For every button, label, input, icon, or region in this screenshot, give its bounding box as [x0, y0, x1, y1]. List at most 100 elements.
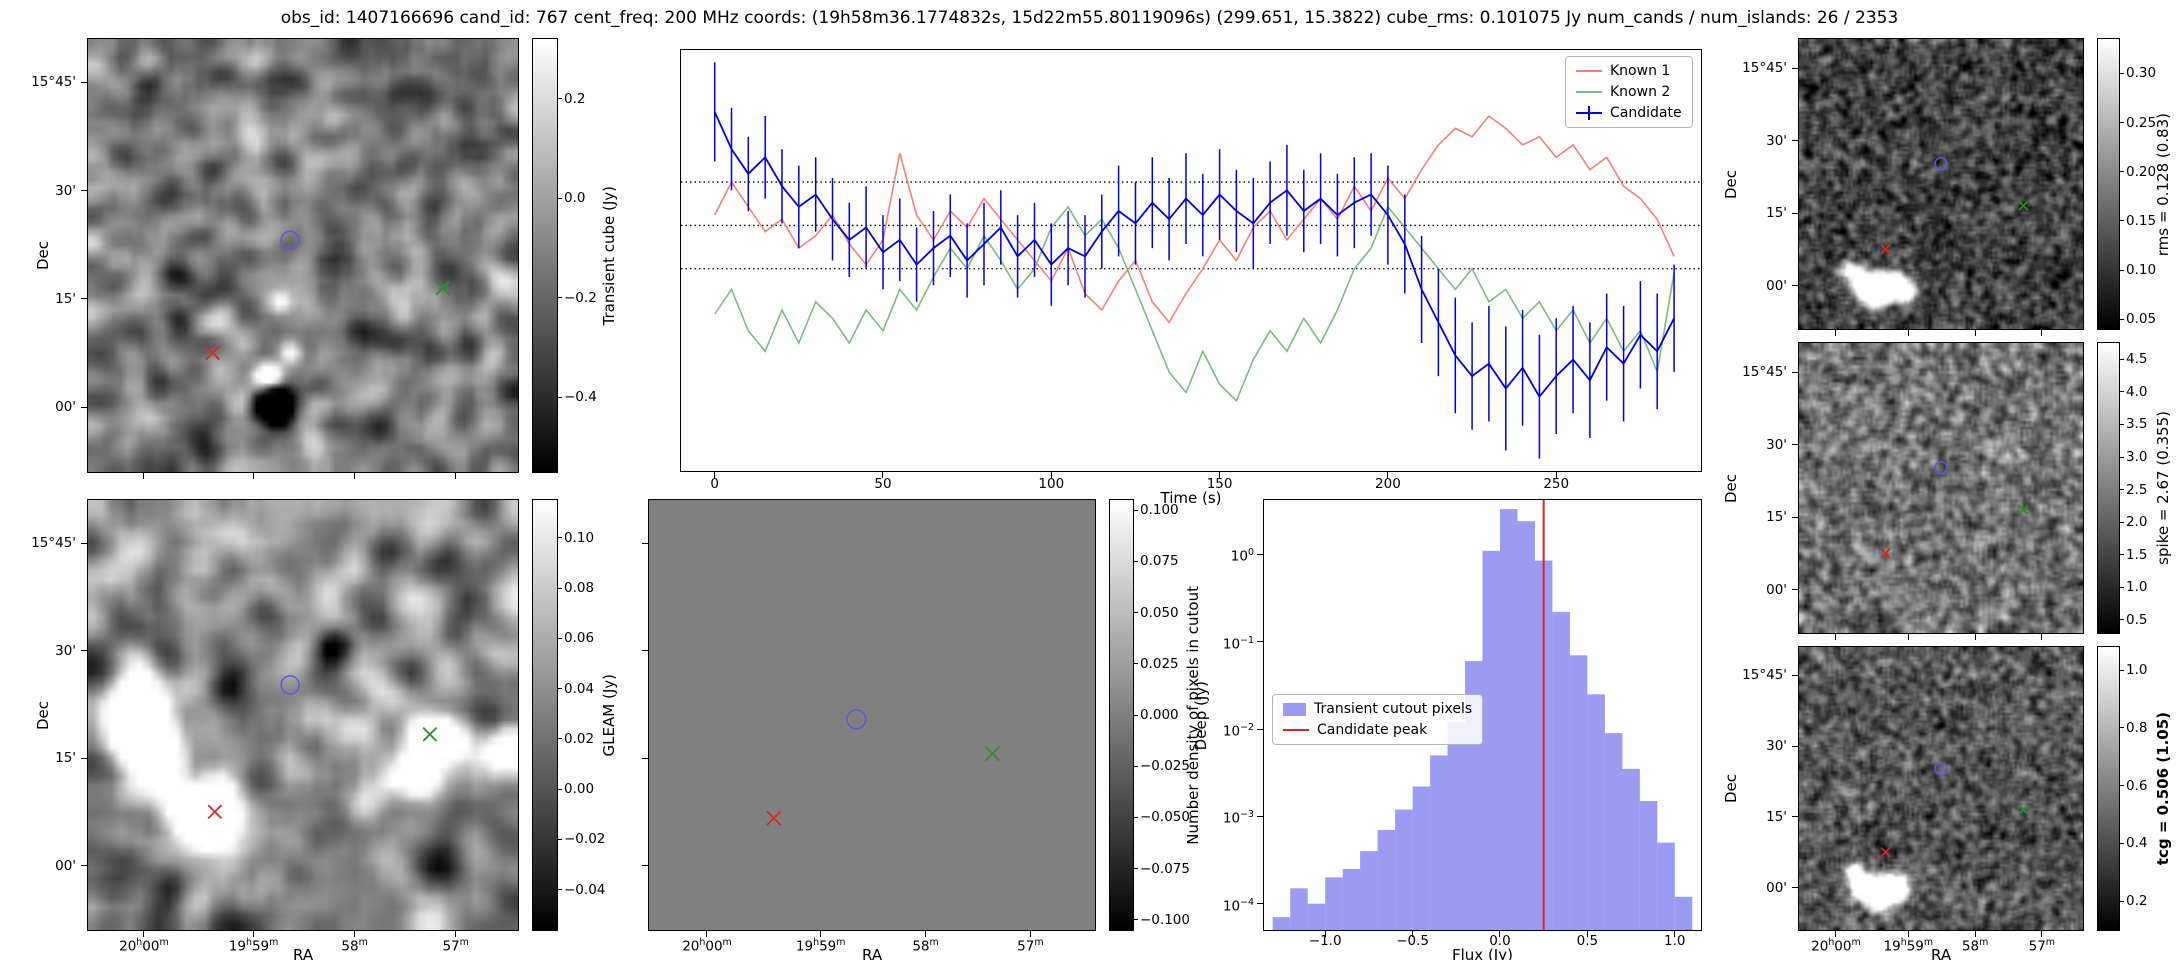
ra-tick-mark	[455, 931, 457, 937]
ra-tick-label: 58m	[1961, 937, 1989, 955]
colorbar-tick-label: 0.050	[1140, 604, 1179, 621]
colorbar-tick-label: 4.5	[2126, 351, 2148, 368]
colorbar-tick-mark	[2120, 318, 2124, 320]
time-tick-label: 150	[1206, 476, 1233, 492]
colorbar-tick-mark	[2120, 489, 2124, 491]
legend-label: Candidate peak	[1317, 722, 1428, 738]
panel-tcg	[1798, 646, 2084, 931]
colorbar-tick-label: 1.0	[2126, 662, 2148, 679]
dec-tick-label: 15'	[55, 750, 76, 766]
ra-tick-mark	[1835, 931, 1837, 937]
ra-tick-mark	[820, 931, 822, 937]
colorbar-tick-mark	[2120, 72, 2124, 74]
colorbar-tick-label: 2.0	[2126, 514, 2148, 531]
time-tick-label: 50	[874, 476, 892, 492]
flux-tick-label: 0.5	[1576, 933, 1599, 949]
flux-axis-label: Flux (Jy)	[1452, 946, 1513, 960]
colorbar-tick-mark	[2120, 900, 2124, 902]
legend-label: Known 1	[1610, 63, 1671, 79]
hist-bar	[1395, 809, 1413, 930]
time-tick-mark	[714, 472, 716, 478]
colorbar-gleam	[532, 499, 558, 931]
dec-axis-label-rms: Dec	[1722, 169, 1740, 199]
colorbar-tick-mark	[558, 537, 562, 539]
lightcurve-legend: Known 1 Known 2 Candidate	[1565, 56, 1693, 128]
density-tick-mark	[1257, 641, 1263, 643]
flux-tick-label: 0.0	[1489, 933, 1511, 949]
spike-image	[1799, 343, 2083, 633]
time-axis-label: Time (s)	[1160, 489, 1222, 507]
hist-bar	[1604, 733, 1623, 930]
ra-tick-mark	[253, 931, 255, 937]
dec-tick-label: 30'	[1766, 436, 1787, 453]
dec-tick-label: 00'	[55, 399, 76, 416]
time-tick-mark	[1387, 472, 1389, 478]
colorbar-tick-mark	[558, 197, 562, 199]
time-tick-label: 200	[1375, 476, 1401, 492]
density-tick-mark	[1257, 815, 1263, 817]
legend-errorbar-icon	[1588, 106, 1590, 120]
colorbar-tick-mark	[1134, 509, 1138, 511]
dec-tick-mark	[81, 542, 87, 544]
dec-tick-label: 30'	[1766, 132, 1787, 149]
legend-item: Candidate	[1576, 105, 1682, 121]
ra-axis-label-gleam: RA	[293, 946, 314, 960]
series-known-1	[713, 114, 1675, 324]
flux-tick-mark	[1412, 931, 1414, 937]
flux-tick-label: −0.5	[1396, 933, 1429, 949]
ra-tick-label: 19h59m	[1883, 937, 1934, 955]
colorbar-label-tcg: tcg = 0.506 (1.05)	[2154, 712, 2172, 866]
time-tick-label: 0	[710, 476, 719, 492]
ra-tick-mark	[1835, 634, 1837, 640]
dec-tick-mark	[642, 865, 648, 866]
colorbar-tick-mark	[558, 788, 562, 790]
dec-tick-label: 00'	[1766, 581, 1787, 598]
hist-bar	[1360, 851, 1378, 930]
ra-tick-mark	[1907, 330, 1909, 336]
density-tick-mark	[1257, 553, 1263, 555]
dec-tick-mark	[1792, 516, 1798, 518]
ra-tick-label: 20h00m	[1811, 937, 1861, 955]
legend-label: Known 2	[1610, 84, 1671, 100]
hist-bar	[1482, 550, 1500, 930]
density-tick-label: 10−4	[1222, 896, 1254, 915]
colorbar-tick-mark	[558, 587, 562, 589]
time-tick-mark	[1555, 472, 1557, 478]
panel-gleam	[87, 499, 519, 931]
flux-tick-mark	[1586, 931, 1588, 937]
time-tick-label: 250	[1543, 476, 1570, 492]
panel-deep	[648, 499, 1096, 931]
ra-tick-mark	[143, 473, 145, 479]
hist-bar	[1500, 509, 1518, 930]
dec-tick-mark	[81, 650, 87, 651]
dec-axis-label-spike: Dec	[1722, 473, 1740, 503]
colorbar-tick-label: 0.075	[1140, 553, 1179, 570]
colorbar-tick-mark	[2120, 619, 2124, 621]
hist-bar	[1430, 755, 1448, 930]
panel-transient	[87, 38, 519, 473]
colorbar-tick-label: 0.2	[564, 90, 586, 107]
dec-tick-mark	[81, 190, 87, 192]
density-tick-label: 100	[1230, 547, 1254, 565]
dec-tick-label: 15°45'	[1742, 364, 1787, 380]
dec-axis-label-tcg: Dec	[1722, 774, 1740, 804]
series-candidate	[713, 111, 1675, 399]
colorbar-tick-label: 0.10	[2126, 262, 2157, 279]
colorbar-label-spike: spike = 2.67 (0.355)	[2154, 411, 2172, 565]
colorbar-tick-label: 0.06	[564, 630, 595, 647]
ra-tick-mark	[1907, 931, 1909, 937]
colorbar-tick-mark	[2120, 122, 2124, 124]
ra-tick-mark	[1974, 931, 1976, 937]
colorbar-label-rms: rms = 0.128 (0.83)	[2154, 112, 2172, 256]
colorbar-tick-mark	[1134, 663, 1138, 665]
colorbar-tick-label: −0.050	[1140, 809, 1190, 826]
dec-tick-mark	[1792, 589, 1798, 590]
ra-tick-mark	[2041, 330, 2043, 336]
colorbar-tick-mark	[2120, 456, 2124, 458]
colorbar-tick-mark	[558, 637, 562, 639]
dec-tick-mark	[1792, 887, 1798, 889]
colorbar-tick-label: 0.05	[2126, 311, 2157, 328]
colorbar-tick-mark	[2120, 785, 2124, 787]
colorbar-tick-label: 2.5	[2126, 481, 2148, 498]
colorbar-tick-mark	[1134, 765, 1138, 767]
